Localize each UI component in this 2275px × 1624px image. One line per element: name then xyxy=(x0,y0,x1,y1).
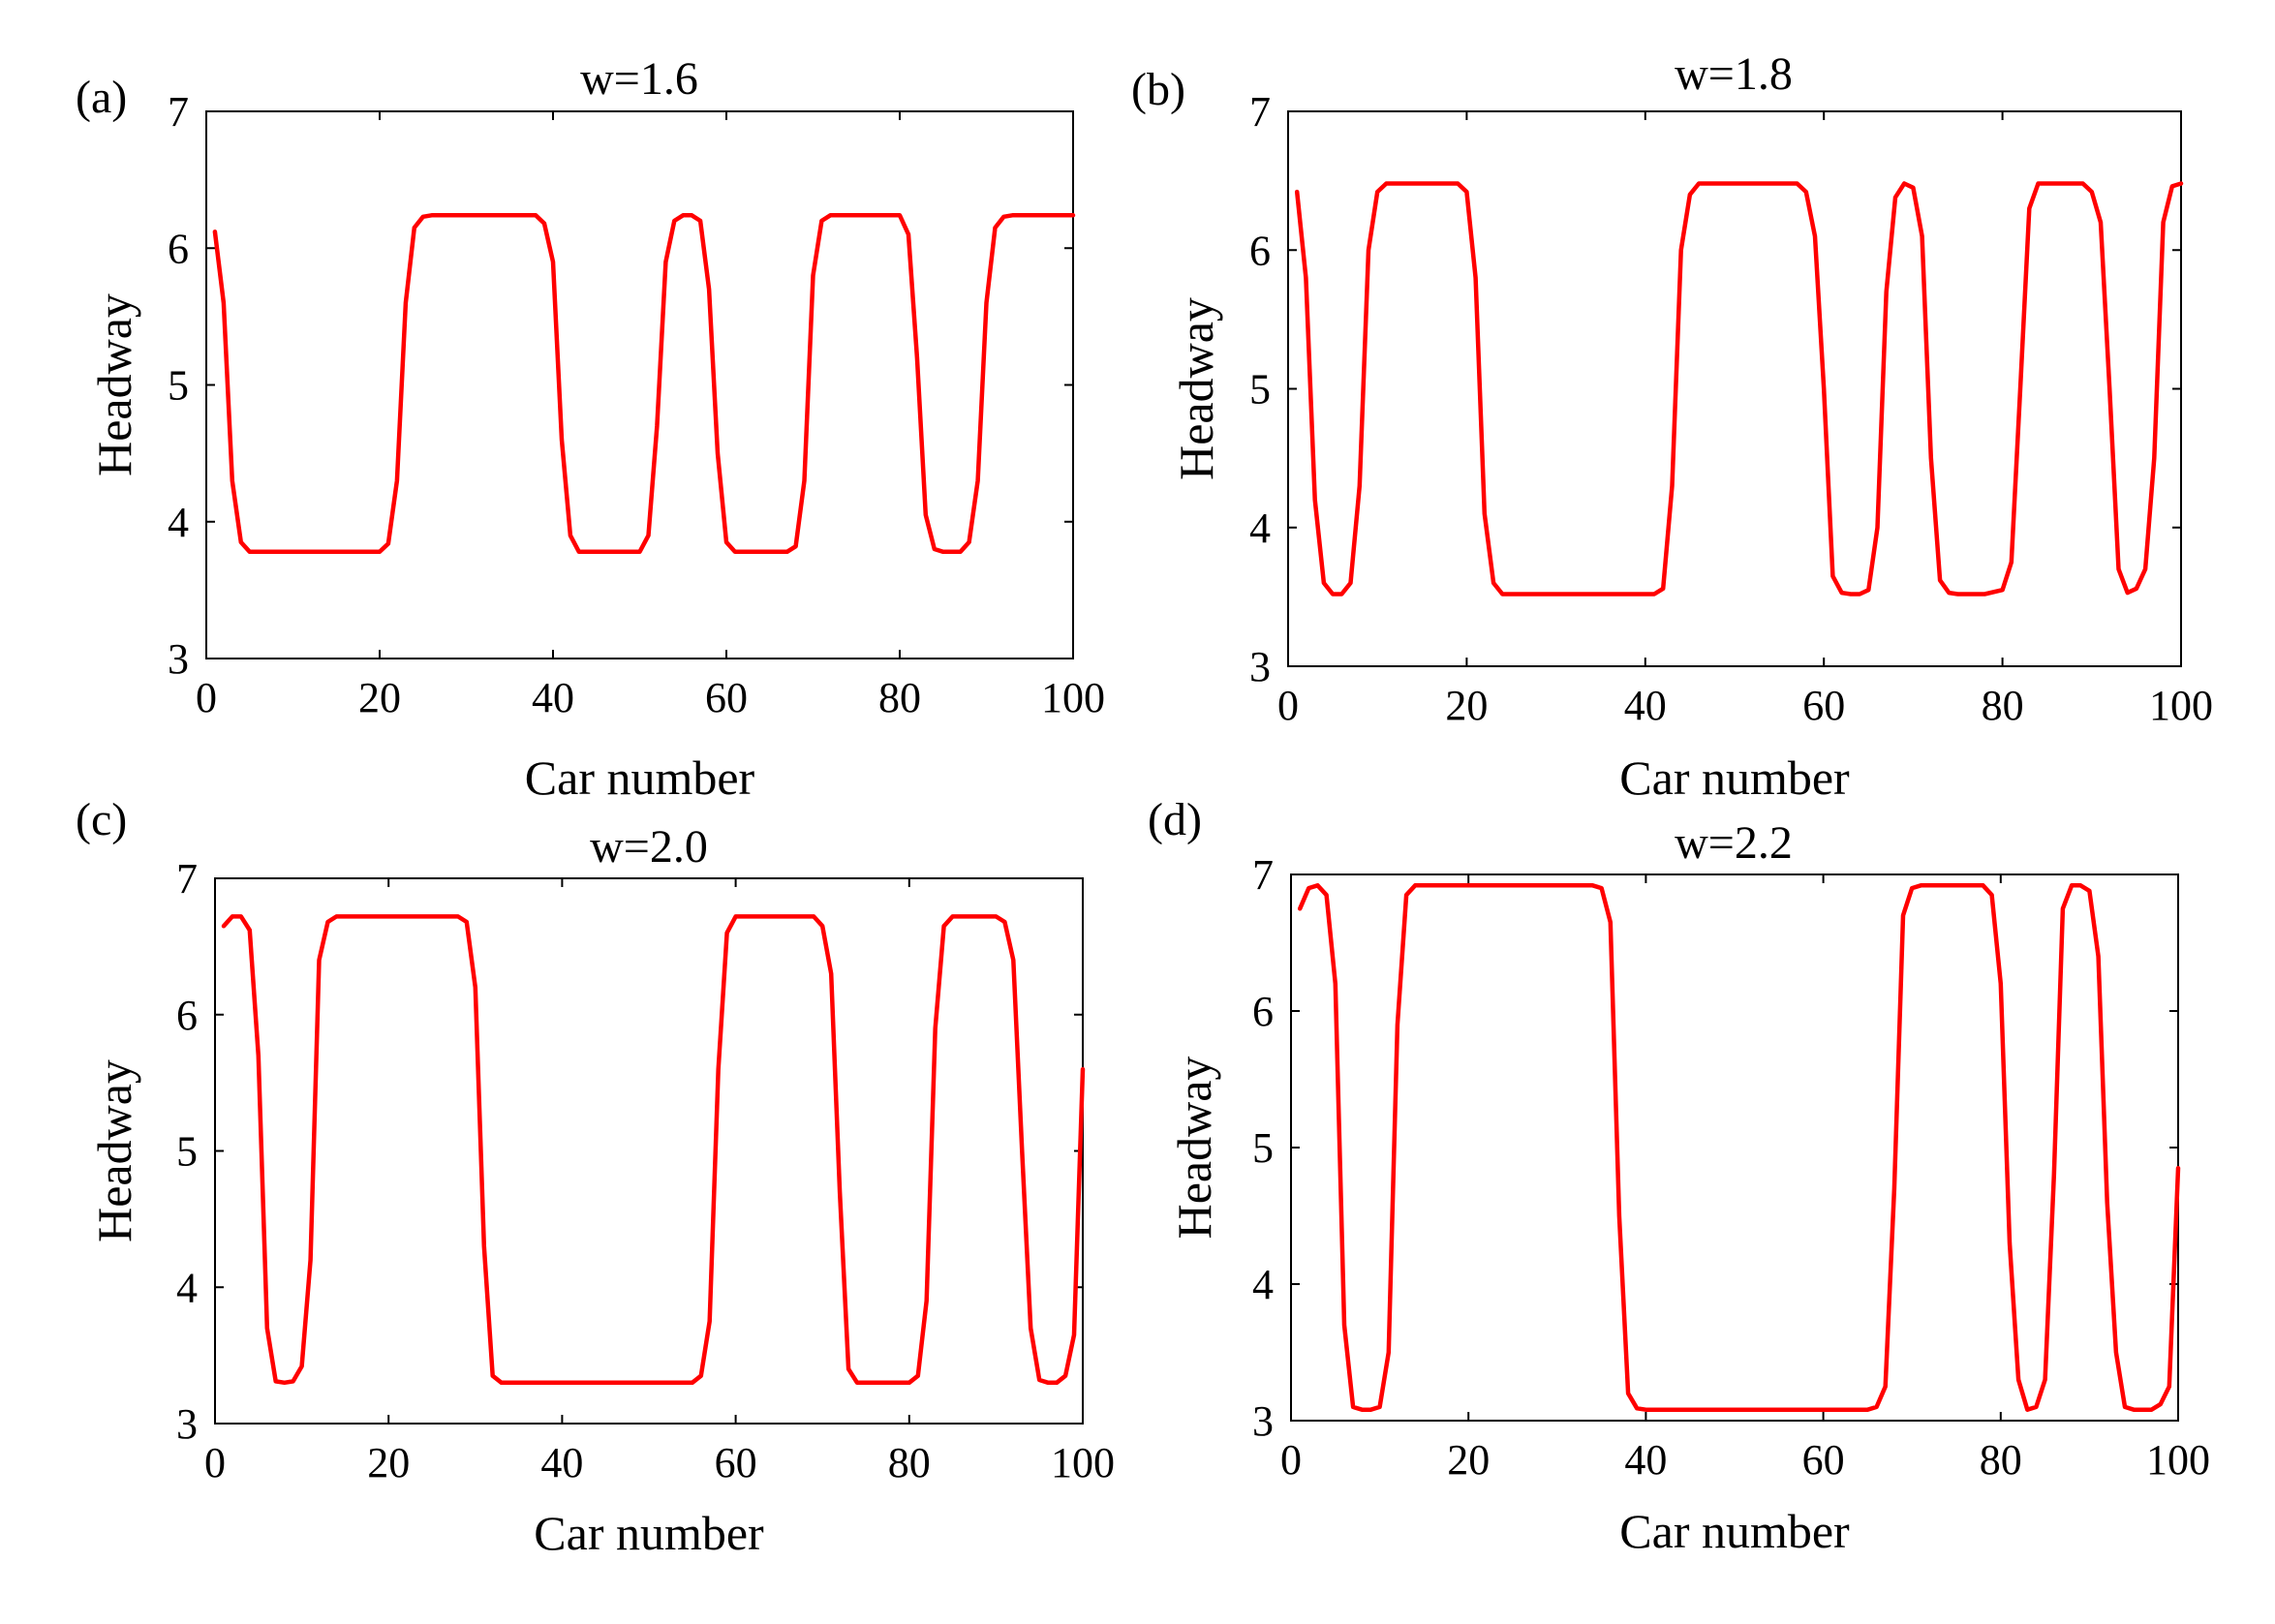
panel-label: (b) xyxy=(1131,64,1185,115)
panel-label: (d) xyxy=(1148,794,1202,845)
y-tick-label: 4 xyxy=(168,499,189,546)
x-tick-label: 0 xyxy=(196,674,217,721)
x-tick-label: 80 xyxy=(1980,1436,2022,1484)
x-tick-label: 60 xyxy=(1802,682,1845,729)
x-tick-label: 60 xyxy=(1802,1436,1845,1484)
y-tick-label: 5 xyxy=(1249,366,1271,414)
y-tick-label: 5 xyxy=(1252,1124,1274,1172)
y-tick-label: 6 xyxy=(176,992,198,1039)
series-line-headway xyxy=(1294,181,2184,597)
plot-frame xyxy=(205,110,1074,659)
panel-label: (c) xyxy=(76,794,127,845)
x-tick-label: 0 xyxy=(1277,682,1299,729)
x-tick-label: 60 xyxy=(705,674,748,721)
y-axis-label: Headway xyxy=(1167,1057,1221,1240)
x-tick-label: 0 xyxy=(1280,1436,1302,1484)
x-tick-label: 20 xyxy=(1447,1436,1490,1484)
y-tick-label: 4 xyxy=(1252,1261,1274,1308)
y-tick-label: 5 xyxy=(168,362,189,410)
x-tick-label: 40 xyxy=(1624,682,1667,729)
y-tick-label: 6 xyxy=(1249,227,1271,274)
x-axis-label: Car number xyxy=(525,751,755,805)
x-tick-label: 80 xyxy=(888,1439,931,1486)
x-tick-label: 20 xyxy=(358,674,401,721)
panel-d: 0 20 40 60 80 100 3 4 5 6 7 w=2.2 (d) Car number Headw… xyxy=(1148,794,2210,1558)
x-axis-label: Car number xyxy=(534,1506,764,1560)
x-tick-label: 40 xyxy=(540,1439,583,1486)
x-tick-label: 80 xyxy=(878,674,921,721)
x-tick-label: 100 xyxy=(1041,674,1105,721)
y-axis-label: Headway xyxy=(87,1059,141,1242)
plot-frame xyxy=(214,877,1084,1425)
y-tick-label: 6 xyxy=(168,225,189,272)
y-tick-label: 7 xyxy=(1252,851,1274,899)
panel-a: 0 20 40 60 80 100 3 4 5 6 7 w=1.6 (a) Car number Headw… xyxy=(76,53,1105,805)
series-line-headway xyxy=(221,914,1086,1386)
series-line-headway xyxy=(1297,883,2181,1412)
chart-title: w=1.6 xyxy=(580,53,698,105)
x-tick-label: 60 xyxy=(715,1439,757,1486)
panel-label: (a) xyxy=(76,72,127,123)
y-axis-label: Headway xyxy=(1169,297,1223,480)
y-tick-label: 7 xyxy=(1249,88,1271,136)
x-tick-label: 0 xyxy=(204,1439,226,1486)
x-tick-label: 20 xyxy=(1445,682,1488,729)
y-axis-label: Headway xyxy=(87,293,141,476)
y-tick-label: 3 xyxy=(176,1400,198,1448)
y-tick-label: 3 xyxy=(168,635,189,683)
chart-title: w=2.2 xyxy=(1675,817,1793,869)
chart-title: w=1.8 xyxy=(1675,48,1793,100)
y-tick-label: 4 xyxy=(1249,505,1271,552)
y-tick-label: 7 xyxy=(168,88,189,136)
series-line-headway xyxy=(212,213,1076,555)
x-axis-label: Car number xyxy=(1619,751,1850,805)
x-tick-label: 20 xyxy=(367,1439,410,1486)
y-tick-label: 4 xyxy=(176,1264,198,1311)
x-tick-label: 40 xyxy=(532,674,574,721)
chart-title: w=2.0 xyxy=(590,821,708,873)
x-tick-label: 80 xyxy=(1982,682,2024,729)
plot-frame xyxy=(1287,110,2182,667)
x-tick-label: 100 xyxy=(2149,682,2213,729)
x-tick-label: 100 xyxy=(2146,1436,2210,1484)
y-tick-label: 7 xyxy=(176,855,198,903)
x-tick-label: 40 xyxy=(1624,1436,1667,1484)
x-axis-label: Car number xyxy=(1619,1504,1850,1558)
y-tick-label: 6 xyxy=(1252,988,1274,1035)
y-tick-label: 5 xyxy=(176,1128,198,1176)
y-tick-label: 3 xyxy=(1249,643,1271,690)
y-tick-label: 3 xyxy=(1252,1397,1274,1445)
panel-c: 0 20 40 60 80 100 3 4 5 6 7 w=2.0 (c) Car number Headw… xyxy=(76,794,1115,1560)
panel-b: 0 20 40 60 80 100 3 4 5 6 7 w=1.8 (b) Car number Headw… xyxy=(1131,48,2213,805)
x-tick-label: 100 xyxy=(1051,1439,1115,1486)
